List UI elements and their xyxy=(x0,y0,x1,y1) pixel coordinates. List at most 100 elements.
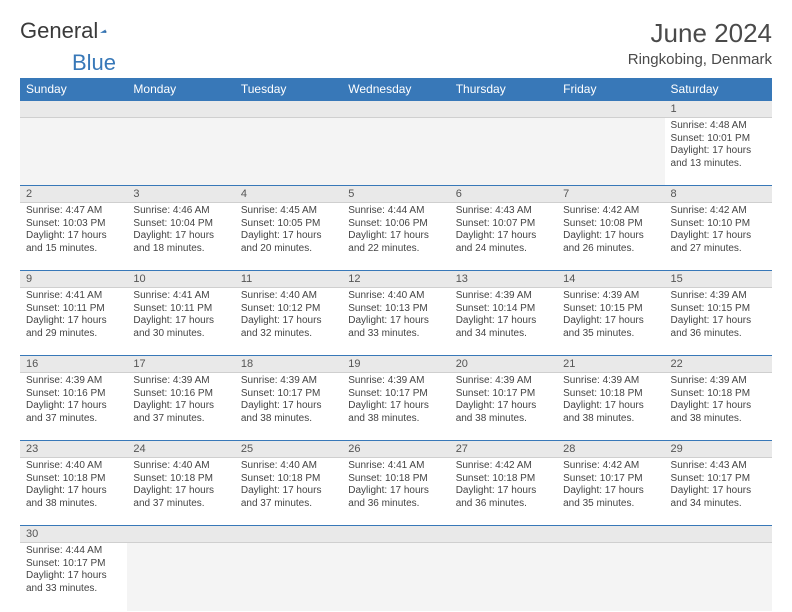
day-cell xyxy=(450,118,557,186)
day-details: Sunrise: 4:41 AMSunset: 10:11 PMDaylight… xyxy=(127,288,234,344)
sunrise-line: Sunrise: 4:41 AM xyxy=(348,460,424,471)
sunrise-line: Sunrise: 4:41 AM xyxy=(26,290,102,301)
sunset-line: Sunset: 10:05 PM xyxy=(241,218,321,229)
day-cell: Sunrise: 4:39 AMSunset: 10:17 PMDaylight… xyxy=(235,373,342,441)
daylight-line: Daylight: 17 hours and 26 minutes. xyxy=(563,230,644,254)
sunset-line: Sunset: 10:18 PM xyxy=(348,473,428,484)
day-number xyxy=(127,526,234,543)
daynum-row: 16171819202122 xyxy=(20,356,772,373)
sunrise-line: Sunrise: 4:40 AM xyxy=(348,290,424,301)
daylight-line: Daylight: 17 hours and 36 minutes. xyxy=(348,485,429,509)
day-cell: Sunrise: 4:44 AMSunset: 10:06 PMDaylight… xyxy=(342,203,449,271)
day-number: 18 xyxy=(235,356,342,373)
daylight-line: Daylight: 17 hours and 33 minutes. xyxy=(26,570,107,594)
day-details: Sunrise: 4:41 AM Sunset: 10:11 PMDaylight… xyxy=(20,288,127,344)
sunset-line: Sunset: 10:11 PM xyxy=(26,303,105,314)
daylight-line: Daylight: 17 hours and 30 minutes. xyxy=(133,315,214,339)
day-number xyxy=(557,101,664,118)
day-details: Sunrise: 4:43 AMSunset: 10:07 PMDaylight… xyxy=(450,203,557,259)
day-cell: Sunrise: 4:40 AMSunset: 10:18 PMDaylight… xyxy=(127,458,234,526)
day-number: 10 xyxy=(127,271,234,288)
sunrise-line: Sunrise: 4:39 AM xyxy=(241,375,317,386)
day-number: 14 xyxy=(557,271,664,288)
week-row: Sunrise: 4:39 AM Sunset: 10:16 PM Daylight… xyxy=(20,373,772,441)
sunset-line: Sunset: 10:01 PM xyxy=(671,133,751,144)
day-cell: Sunrise: 4:41 AMSunset: 10:11 PMDaylight… xyxy=(127,288,234,356)
sunrise-line: Sunrise: 4:42 AM xyxy=(563,205,639,216)
day-number: 4 xyxy=(235,186,342,203)
sunrise-line: Sunrise: 4:40 AM xyxy=(26,460,102,471)
day-cell: Sunrise: 4:40 AMSunset: 10:12 PMDaylight… xyxy=(235,288,342,356)
daylight-line: Daylight: 17 hours and 13 minutes. xyxy=(671,145,752,169)
day-number: 20 xyxy=(450,356,557,373)
sunrise-line: Sunrise: 4:42 AM xyxy=(456,460,532,471)
day-number: 26 xyxy=(342,441,449,458)
daynum-row: 23242526272829 xyxy=(20,441,772,458)
sunset-line: Sunset: 10:10 PM xyxy=(671,218,751,229)
daylight-line: Daylight: 17 hours and 24 minutes. xyxy=(456,230,537,254)
sunset-line: Sunset: 10:03 PM xyxy=(26,218,106,229)
day-number: 17 xyxy=(127,356,234,373)
day-number: 6 xyxy=(450,186,557,203)
sunrise-line: Sunrise: 4:39 AM xyxy=(563,375,639,386)
day-cell: Sunrise: 4:39 AMSunset: 10:14 PMDaylight… xyxy=(450,288,557,356)
daylight-line: Daylight: 17 hours and 38 minutes. xyxy=(456,400,537,424)
daynum-row: 9101112131415 xyxy=(20,271,772,288)
day-number: 9 xyxy=(20,271,127,288)
day-number: 24 xyxy=(127,441,234,458)
day-cell: Sunrise: 4:43 AMSunset: 10:17 PMDaylight… xyxy=(665,458,772,526)
day-number: 19 xyxy=(342,356,449,373)
day-cell: Sunrise: 4:41 AM Sunset: 10:11 PMDaylight… xyxy=(20,288,127,356)
page-title: June 2024 xyxy=(628,18,772,49)
sunrise-line: Sunrise: 4:39 AM xyxy=(133,375,209,386)
day-number: 11 xyxy=(235,271,342,288)
day-number: 16 xyxy=(20,356,127,373)
sunrise-line: Sunrise: 4:39 AM xyxy=(456,290,532,301)
day-number: 29 xyxy=(665,441,772,458)
day-cell: Sunrise: 4:43 AMSunset: 10:07 PMDaylight… xyxy=(450,203,557,271)
day-cell: Sunrise: 4:39 AMSunset: 10:16 PMDaylight… xyxy=(127,373,234,441)
daynum-row: 2345678 xyxy=(20,186,772,203)
triangle-icon xyxy=(100,22,106,40)
sunrise-line: Sunrise: 4:40 AM xyxy=(241,460,317,471)
daylight-line: Daylight: 17 hours and 35 minutes. xyxy=(563,315,644,339)
title-block: June 2024 Ringkobing, Denmark xyxy=(628,18,772,68)
sunset-line: Sunset: 10:18 PM xyxy=(26,473,106,484)
sunrise-line: Sunrise: 4:40 AM xyxy=(133,460,209,471)
day-number: 25 xyxy=(235,441,342,458)
sunrise-line: Sunrise: 4:39 AM xyxy=(563,290,639,301)
sunrise-line: Sunrise: 4:44 AM xyxy=(26,545,102,556)
daylight-line: Daylight: 17 hours and 34 minutes. xyxy=(671,485,752,509)
sunset-line: Sunset: 10:15 PM xyxy=(563,303,643,314)
daylight-line: Daylight: 17 hours and 29 minutes. xyxy=(26,315,107,339)
day-cell: Sunrise: 4:41 AM Sunset: 10:18 PMDaylight… xyxy=(342,458,449,526)
day-number xyxy=(127,101,234,118)
sunrise-line: Sunrise: 4:43 AM xyxy=(671,460,747,471)
day-cell xyxy=(127,543,234,611)
sunrise-line: Sunrise: 4:39 AM xyxy=(671,290,747,301)
day-details: Sunrise: 4:40 AMSunset: 10:13 PMDaylight… xyxy=(342,288,449,344)
day-number xyxy=(450,101,557,118)
week-row: Sunrise: 4:40 AMSunset: 10:18 PMDaylight… xyxy=(20,458,772,526)
day-cell xyxy=(557,118,664,186)
sunrise-line: Sunrise: 4:39 AM xyxy=(26,375,102,386)
day-number: 23 xyxy=(20,441,127,458)
sunset-line: Sunset: 10:17 PM xyxy=(563,473,643,484)
day-cell: Sunrise: 4:39 AMSunset: 10:15 PMDaylight… xyxy=(665,288,772,356)
sunrise-line: Sunrise: 4:40 AM xyxy=(241,290,317,301)
location-label: Ringkobing, Denmark xyxy=(628,51,772,68)
sunset-line: Sunset: 10:18 PM xyxy=(563,388,643,399)
day-cell: Sunrise: 4:42 AMSunset: 10:08 PMDaylight… xyxy=(557,203,664,271)
sunset-line: Sunset: 10:14 PM xyxy=(456,303,536,314)
day-number xyxy=(235,526,342,543)
daylight-line: Daylight: 17 hours and 38 minutes. xyxy=(241,400,322,424)
sunrise-line: Sunrise: 4:47 AM xyxy=(26,205,102,216)
daylight-line: Daylight: 17 hours and 22 minutes. xyxy=(348,230,429,254)
daylight-line: Daylight: 17 hours and 38 minutes. xyxy=(348,400,429,424)
logo: General xyxy=(20,18,132,44)
sunset-line: Sunset: 10:16 PM xyxy=(133,388,213,399)
day-details: Sunrise: 4:44 AMSunset: 10:17 PMDaylight… xyxy=(20,543,127,599)
week-row: Sunrise: 4:48 AMSunset: 10:01 PMDaylight… xyxy=(20,118,772,186)
day-details: Sunrise: 4:42 AMSunset: 10:17 PMDaylight… xyxy=(557,458,664,514)
daylight-line: Daylight: 17 hours and 35 minutes. xyxy=(563,485,644,509)
